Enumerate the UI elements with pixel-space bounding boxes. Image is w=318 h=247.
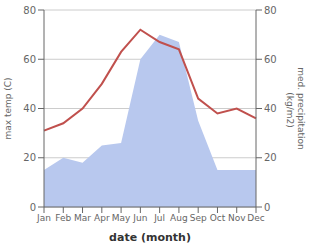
svg-text:Jul: Jul (153, 213, 165, 223)
svg-text:60: 60 (23, 54, 36, 65)
svg-text:20: 20 (264, 152, 277, 163)
svg-text:60: 60 (264, 54, 277, 65)
svg-text:Nov: Nov (228, 213, 246, 223)
svg-text:date (month): date (month) (109, 231, 191, 244)
svg-text:40: 40 (264, 103, 277, 114)
svg-text:Jun: Jun (132, 213, 147, 223)
svg-text:0: 0 (264, 202, 270, 213)
svg-text:Apr: Apr (94, 213, 110, 223)
svg-text:Feb: Feb (55, 213, 71, 223)
svg-text:Jan: Jan (36, 213, 51, 223)
svg-text:0: 0 (30, 202, 36, 213)
svg-text:80: 80 (264, 5, 277, 16)
svg-text:Aug: Aug (170, 213, 188, 223)
svg-text:Oct: Oct (210, 213, 226, 223)
svg-text:40: 40 (23, 103, 36, 114)
svg-text:med. precipitation (kg/m2): med. precipitation (kg/m2) (285, 67, 306, 149)
svg-text:Mar: Mar (74, 213, 91, 223)
svg-text:20: 20 (23, 152, 36, 163)
svg-text:Sep: Sep (190, 213, 207, 223)
svg-text:max temp (C): max temp (C) (8, 77, 13, 139)
svg-text:80: 80 (23, 5, 36, 16)
svg-text:Dec: Dec (247, 213, 264, 223)
svg-text:May: May (112, 213, 131, 223)
